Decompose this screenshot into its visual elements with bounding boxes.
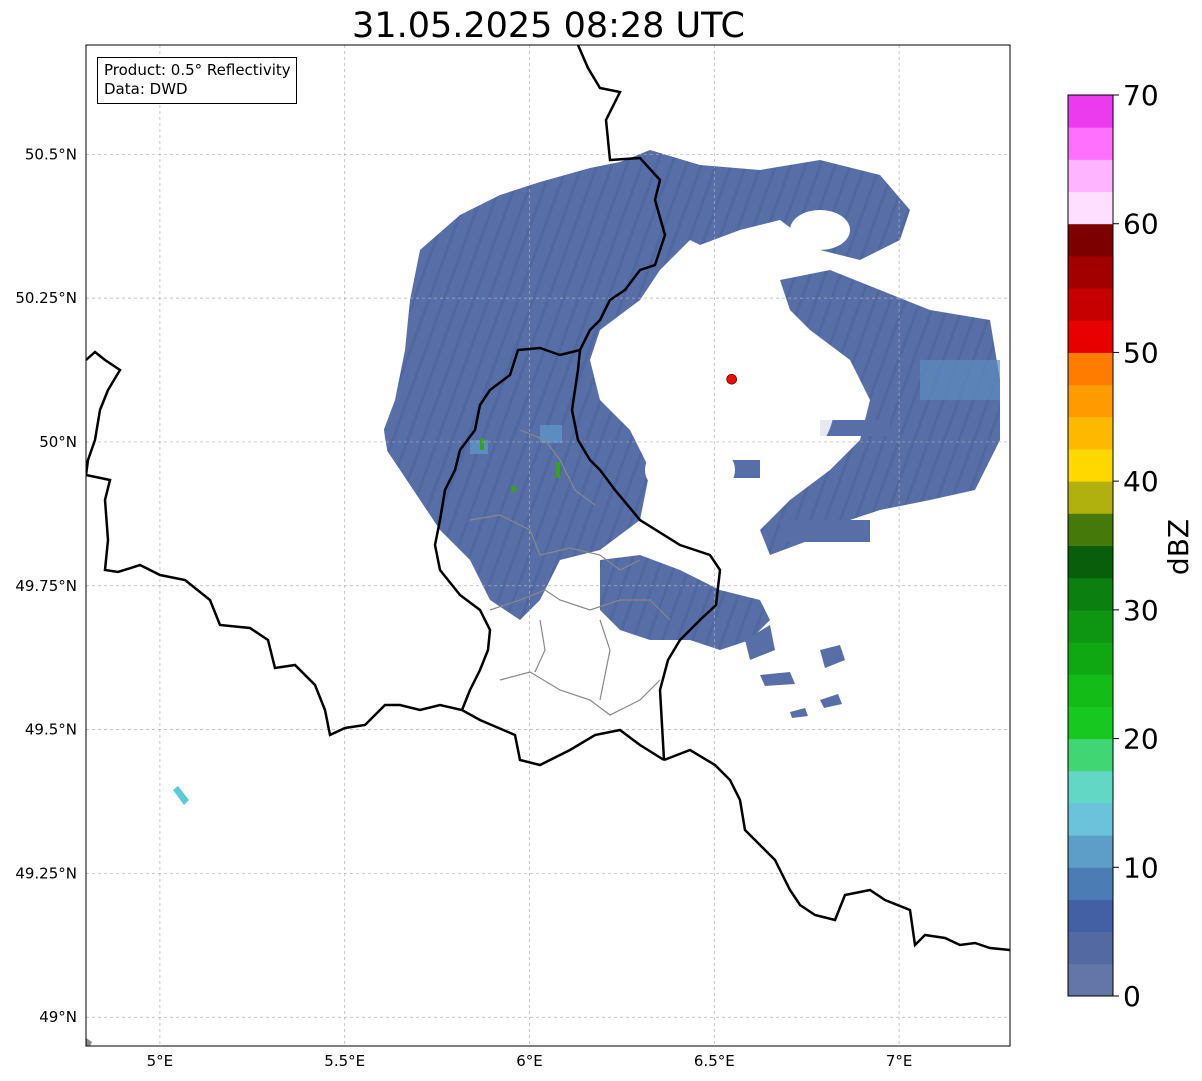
colorbar-tick-label: 10 bbox=[1123, 851, 1159, 884]
colorbar-segment bbox=[1068, 706, 1113, 740]
echo-clutter-west bbox=[173, 786, 189, 805]
colorbar-segment bbox=[1068, 545, 1113, 579]
colorbar-tick-label: 50 bbox=[1123, 336, 1159, 369]
lon-tick-label: 5°E bbox=[147, 1052, 174, 1070]
colorbar: 0 10 20 30 40 50 60 70 bbox=[1067, 79, 1159, 1013]
region-boundaries bbox=[469, 429, 671, 716]
colorbar-segment bbox=[1068, 770, 1113, 804]
lon-tick-label: 7°E bbox=[886, 1052, 913, 1070]
colorbar-segment bbox=[1068, 127, 1113, 160]
colorbar-segment bbox=[1068, 95, 1113, 128]
colorbar-tick-label: 70 bbox=[1123, 79, 1159, 112]
lon-tick-label: 5.5°E bbox=[324, 1052, 365, 1070]
border-luxembourg bbox=[433, 346, 581, 711]
colorbar-segment bbox=[1068, 416, 1113, 450]
colorbar-tick-label: 30 bbox=[1123, 594, 1159, 627]
radar-site-marker bbox=[726, 373, 737, 385]
colorbar-frame bbox=[1067, 94, 1114, 997]
colorbar-segment bbox=[1068, 835, 1113, 868]
plot-frame bbox=[85, 44, 1011, 1047]
lat-tick-label: 50.5°N bbox=[25, 145, 77, 163]
data-source-label: Data: DWD bbox=[104, 80, 188, 98]
colorbar-segment bbox=[1068, 513, 1113, 546]
colorbar-segment bbox=[1068, 191, 1113, 225]
product-label: Product: 0.5° Reflectivity bbox=[104, 61, 291, 79]
colorbar-segment bbox=[1068, 899, 1113, 933]
colorbar-segment bbox=[1068, 320, 1113, 353]
colorbar-segment bbox=[1068, 802, 1113, 836]
colorbar-segment bbox=[1068, 577, 1113, 611]
colorbar-tick-label: 60 bbox=[1123, 208, 1159, 241]
gridlines bbox=[86, 45, 1010, 1046]
colorbar-segment bbox=[1068, 738, 1113, 772]
colorbar-segment bbox=[1068, 288, 1113, 321]
echo-region-northwest bbox=[430, 240, 520, 340]
lat-tick-label: 49.25°N bbox=[15, 864, 77, 882]
colorbar-segment bbox=[1068, 481, 1113, 514]
colorbar-segment bbox=[1068, 159, 1113, 193]
lat-tick-label: 49.5°N bbox=[25, 721, 77, 739]
colorbar-segment bbox=[1068, 448, 1113, 482]
colorbar-segment bbox=[1068, 963, 1113, 997]
border-fr-be bbox=[86, 473, 665, 767]
lat-tick-label: 50.25°N bbox=[15, 289, 77, 307]
colorbar-tick-label: 20 bbox=[1123, 723, 1159, 756]
colorbar-unit: dBZ bbox=[1162, 519, 1195, 575]
border-de-fr bbox=[663, 748, 1010, 952]
lon-tick-label: 6.5°E bbox=[694, 1052, 735, 1070]
colorbar-tick-label: 40 bbox=[1123, 465, 1159, 498]
colorbar-segment bbox=[1068, 674, 1113, 707]
colorbar-segment bbox=[1068, 609, 1113, 643]
colorbar-tick-label: 0 bbox=[1123, 980, 1141, 1013]
lat-tick-label: 49°N bbox=[39, 1008, 77, 1026]
lat-tick-label: 50°N bbox=[39, 433, 77, 451]
colorbar-segment bbox=[1068, 867, 1113, 900]
echo-region-east bbox=[760, 270, 1000, 555]
country-borders bbox=[86, 45, 1010, 952]
lon-tick-label: 6°E bbox=[516, 1052, 543, 1070]
echo-region-south bbox=[600, 555, 770, 650]
chart-title: 31.05.2025 08:28 UTC bbox=[352, 6, 745, 46]
product-info-box: Product: 0.5° Reflectivity Data: DWD bbox=[97, 57, 297, 104]
colorbar-segment bbox=[1068, 352, 1113, 386]
latitude-labels: 49°N 49.25°N 49.5°N 49.75°N 50°N 50.25°N 50.5°… bbox=[15, 145, 77, 1026]
colorbar-segment bbox=[1068, 931, 1113, 965]
border-be-de bbox=[570, 45, 722, 761]
colorbar-segment bbox=[1068, 642, 1113, 675]
colorbar-segment bbox=[1068, 384, 1113, 418]
longitude-labels: 5°E 5.5°E 6°E 6.5°E 7°E bbox=[147, 1052, 913, 1070]
colorbar-segment bbox=[1068, 223, 1113, 257]
lat-tick-label: 49.75°N bbox=[15, 577, 77, 595]
border-fr-be-west bbox=[86, 350, 122, 476]
colorbar-segment bbox=[1068, 255, 1113, 289]
radar-echoes bbox=[86, 150, 1000, 1046]
